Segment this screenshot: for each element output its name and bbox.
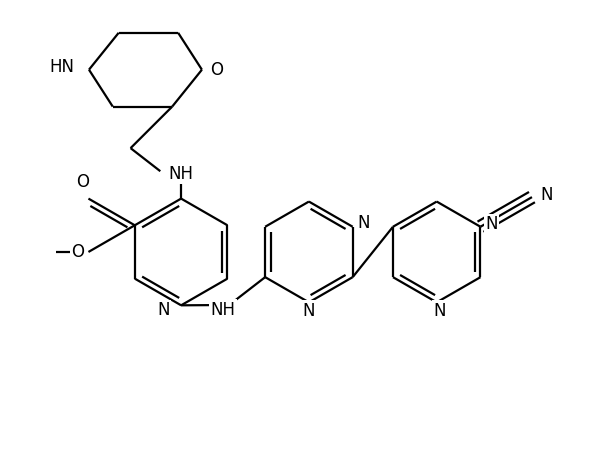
Text: N: N bbox=[157, 301, 170, 319]
Text: N: N bbox=[485, 215, 497, 234]
Text: O: O bbox=[71, 243, 84, 261]
Text: N: N bbox=[433, 302, 446, 319]
Text: N: N bbox=[357, 214, 370, 232]
Text: O: O bbox=[76, 173, 89, 191]
Text: NH: NH bbox=[169, 164, 194, 183]
Text: NH: NH bbox=[211, 301, 236, 318]
Text: N: N bbox=[302, 302, 315, 319]
Text: O: O bbox=[210, 61, 223, 78]
Text: N: N bbox=[541, 186, 553, 204]
Text: HN: HN bbox=[50, 58, 75, 77]
